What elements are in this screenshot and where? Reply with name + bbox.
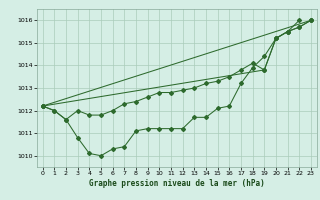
X-axis label: Graphe pression niveau de la mer (hPa): Graphe pression niveau de la mer (hPa) (89, 179, 265, 188)
